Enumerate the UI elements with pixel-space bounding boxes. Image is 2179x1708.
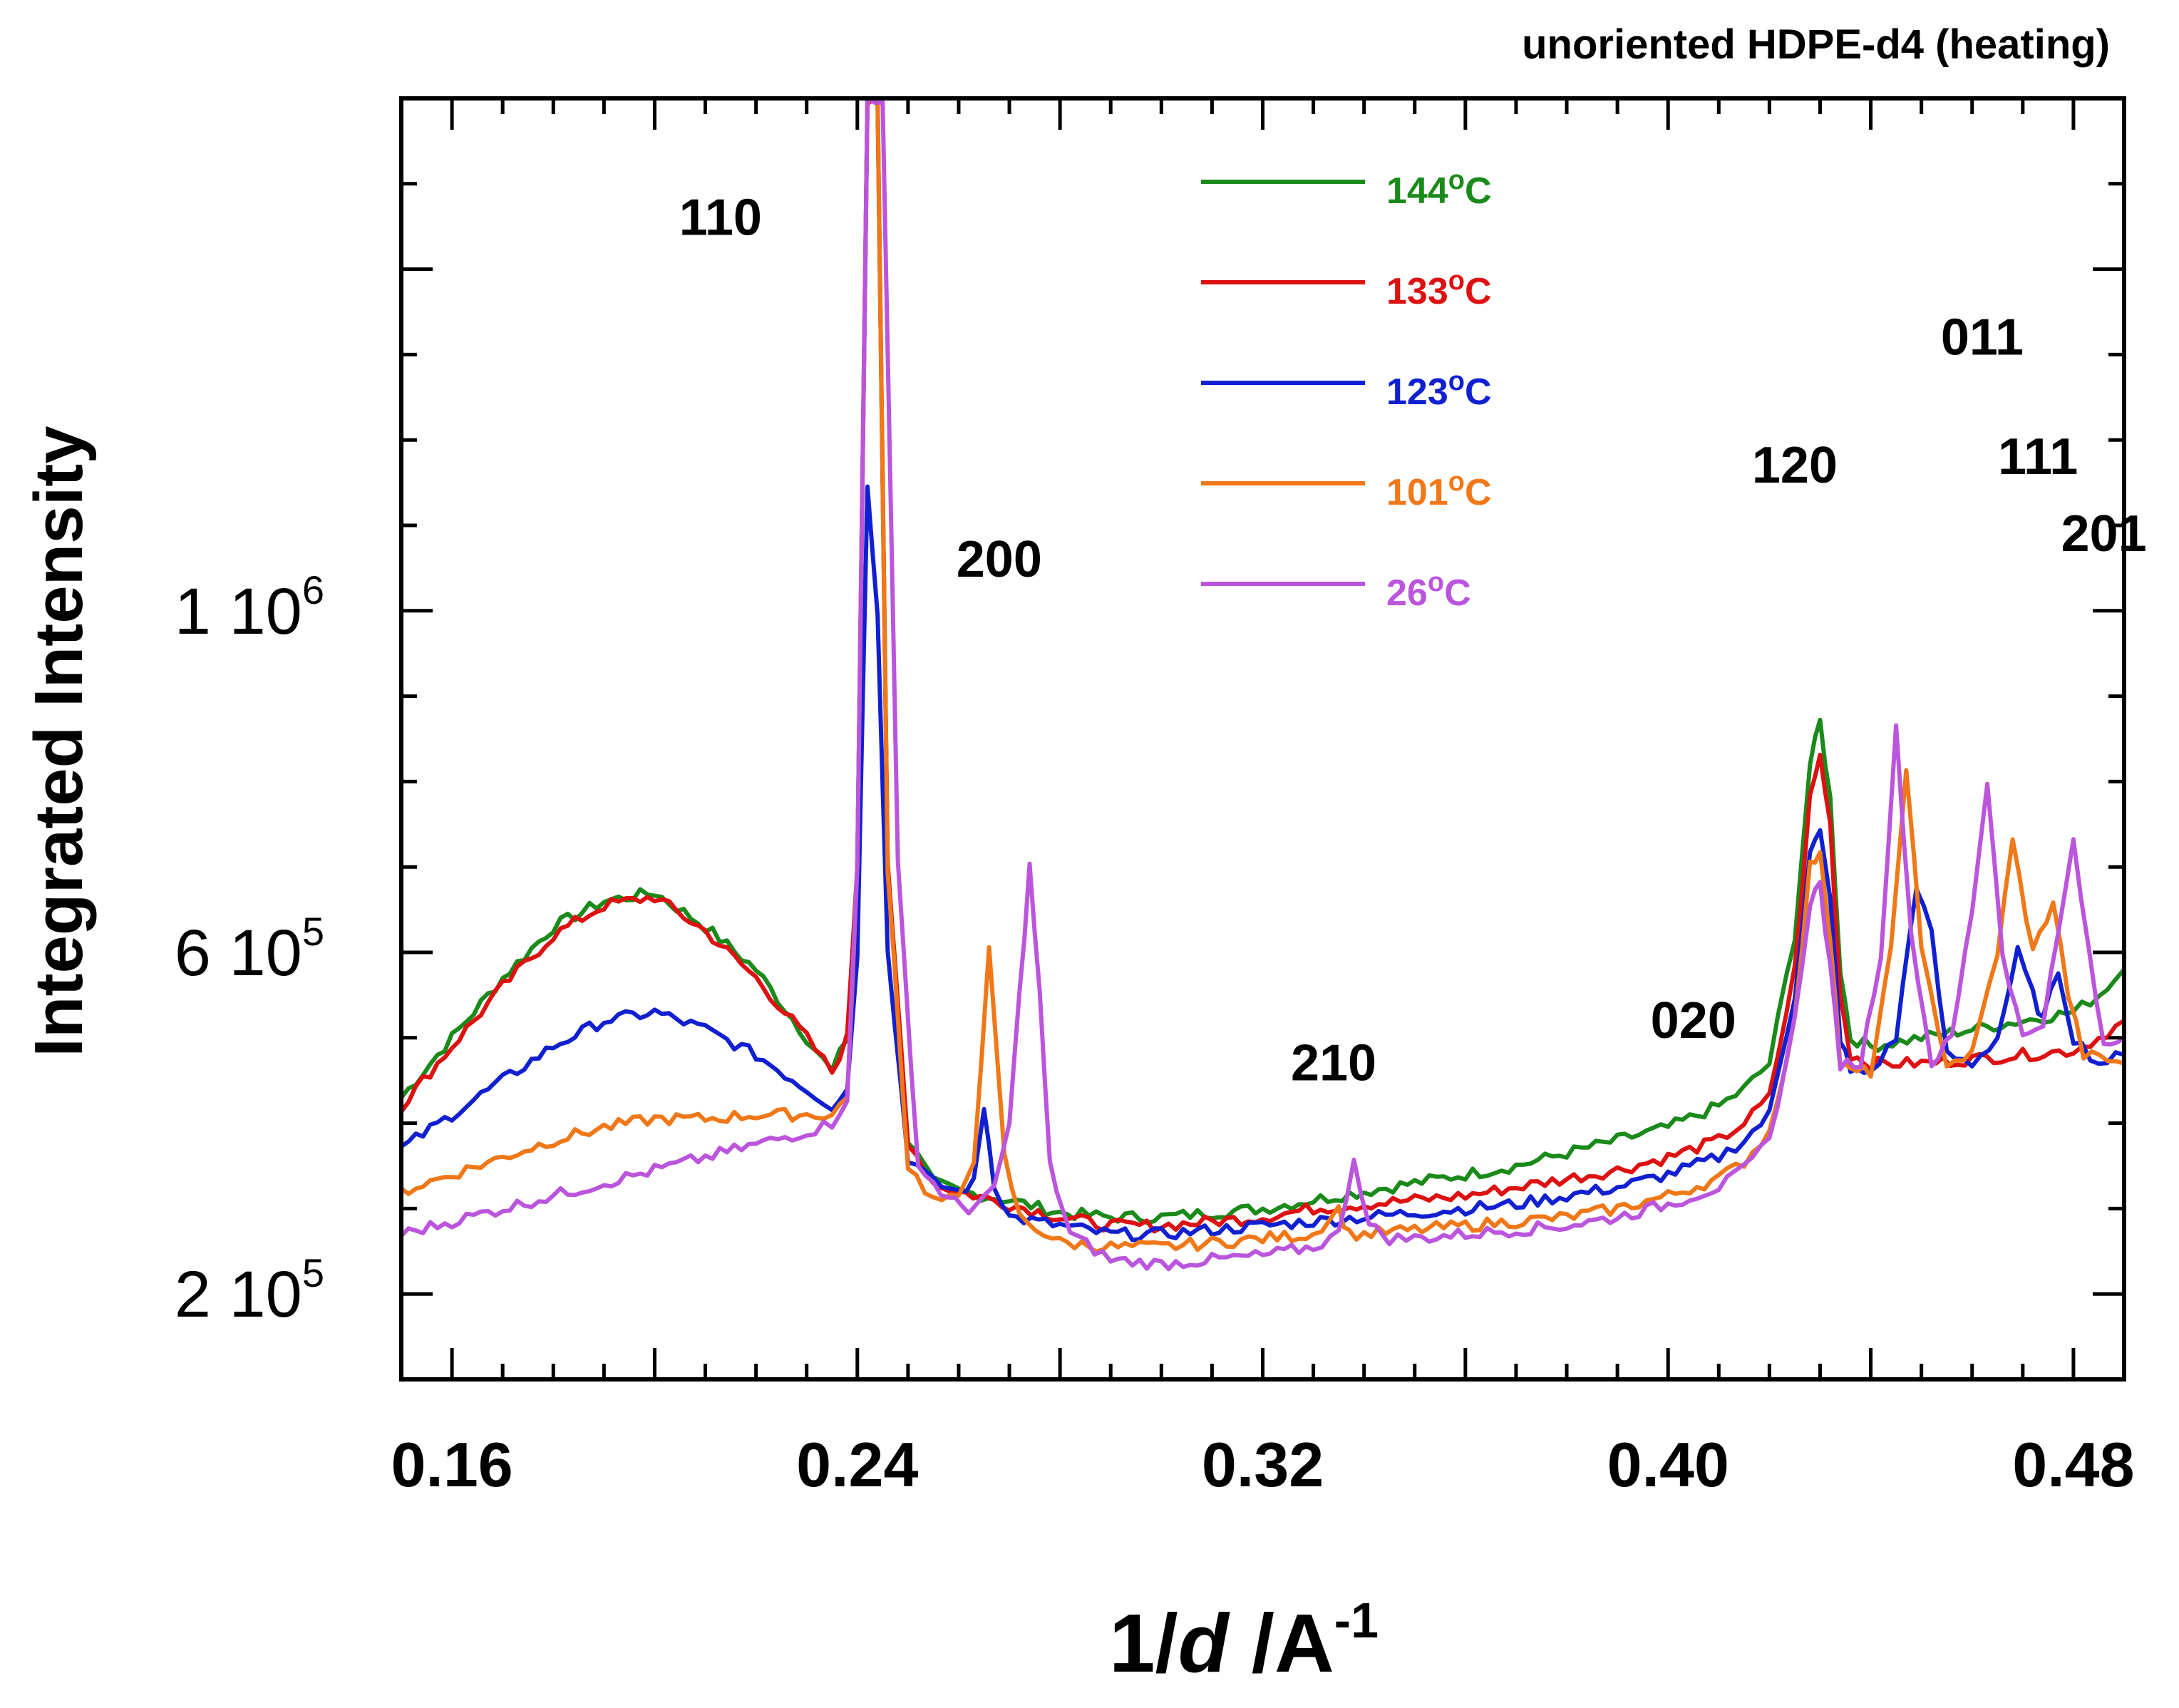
peak-label-020: 020	[1651, 992, 1736, 1049]
legend-label-26: 26oC	[1386, 567, 1471, 614]
x-axis-title-sup: -1	[1334, 1593, 1379, 1648]
y-tick-label: 2 105	[175, 1250, 324, 1331]
peak-label-110: 110	[679, 190, 762, 247]
x-axis-title-main: 1/	[1109, 1597, 1178, 1689]
peak-label-210: 210	[1291, 1035, 1376, 1092]
y-axis-title: Integrated Intensity	[21, 426, 97, 1056]
legend-label-101: 101oC	[1386, 467, 1492, 513]
peak-label-200: 200	[957, 531, 1042, 588]
chart-title: unoriented HDPE-d4 (heating)	[1522, 21, 2110, 68]
series-line-123	[401, 484, 2124, 1243]
series-line-101	[401, 98, 2124, 1254]
peak-label-201: 201	[2061, 505, 2146, 562]
legend-label-123: 123oC	[1386, 366, 1492, 413]
peak-label-120: 120	[1752, 437, 1838, 494]
y-tick-label: 1 106	[175, 567, 324, 648]
x-axis: 0.16 0.24 0.32 0.40 0.48	[391, 98, 2135, 1500]
plot-frame	[399, 96, 2126, 1382]
peak-label-011: 011	[1941, 309, 2024, 366]
peak-label-111: 111	[1998, 428, 2078, 485]
x-tick-label: 0.16	[391, 1429, 512, 1500]
series-line-26	[401, 98, 2124, 1272]
series-line-133	[401, 98, 2124, 1234]
x-axis-title: 1/d /A-1	[1109, 1593, 1379, 1689]
x-axis-title-rest: /A	[1229, 1597, 1334, 1689]
y-axis: 2 105 6 105 1 106	[175, 96, 2124, 1382]
series-layer	[401, 98, 2124, 1272]
legend-label-144: 144oC	[1386, 165, 1492, 212]
x-axis-title-italic: d	[1178, 1597, 1230, 1689]
y-tick-label: 6 105	[175, 909, 324, 989]
series-line-144	[401, 98, 2124, 1225]
peak-labels: 110 200 210 020 120 011 111 201	[679, 190, 2147, 1092]
legend: 144oC 133oC 123oC 101oC 26oC	[1201, 165, 1492, 614]
x-tick-label: 0.32	[1202, 1429, 1324, 1500]
x-tick-label: 0.24	[796, 1429, 918, 1500]
x-tick-label: 0.48	[2012, 1429, 2134, 1500]
legend-label-133: 133oC	[1386, 266, 1492, 312]
x-tick-label: 0.40	[1607, 1429, 1729, 1500]
